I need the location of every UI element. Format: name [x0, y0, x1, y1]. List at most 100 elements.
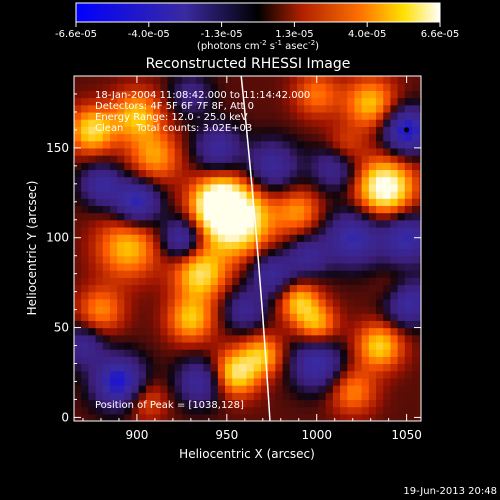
heatmap-cell: [390, 234, 399, 242]
heatmap-cell: [304, 356, 312, 365]
heatmap-cell: [304, 119, 312, 127]
heatmap-cell: [88, 198, 97, 206]
heatmap-cell: [160, 370, 169, 379]
heatmap-cell: [160, 90, 169, 99]
heatmap-cell: [181, 262, 190, 271]
heatmap-cell: [368, 205, 377, 214]
heatmap-cell: [167, 385, 176, 393]
heatmap-cell: [376, 334, 384, 343]
heatmap-cell: [167, 205, 176, 214]
heatmap-cell: [311, 370, 320, 379]
heatmap-cell: [383, 155, 392, 163]
heatmap-cell: [153, 385, 161, 393]
heatmap-cell: [239, 399, 248, 408]
heatmap-cell: [253, 162, 262, 171]
heatmap-cell: [181, 270, 190, 278]
heatmap-cell: [167, 169, 176, 178]
heatmap-cell: [282, 169, 291, 178]
heatmap-cell: [232, 90, 241, 99]
heatmap-cell: [260, 291, 269, 300]
heatmap-cell: [296, 291, 305, 300]
heatmap-cell: [289, 198, 298, 206]
heatmap-cell: [217, 176, 226, 185]
heatmap-cell: [383, 248, 392, 257]
heatmap-cell: [124, 255, 133, 264]
heatmap-cell: [145, 126, 154, 135]
heatmap-cell: [181, 399, 190, 408]
heatmap-cell: [361, 377, 370, 386]
heatmap-cell: [232, 133, 241, 142]
heatmap-cell: [95, 111, 104, 120]
heatmap-cell: [318, 327, 327, 336]
heatmap-cell: [340, 219, 348, 228]
heatmap-cell: [412, 83, 420, 91]
heatmap-cell: [390, 399, 399, 408]
heatmap-cell: [354, 385, 363, 393]
heatmap-cell: [203, 363, 212, 372]
heatmap-cell: [117, 119, 125, 127]
heatmap-cell: [217, 147, 226, 156]
heatmap-cell: [340, 140, 348, 149]
heatmap-cell: [354, 262, 363, 271]
heatmap-cell: [325, 284, 334, 293]
heatmap-cell: [196, 399, 205, 408]
heatmap-cell: [404, 198, 413, 206]
heatmap-cell: [160, 377, 169, 386]
heatmap-cell: [203, 155, 212, 163]
heatmap-cell: [347, 306, 356, 314]
heatmap-cell: [282, 385, 291, 393]
heatmap-cell: [131, 363, 140, 372]
heatmap-cell: [340, 119, 348, 127]
heatmap-cell: [181, 104, 190, 113]
heatmap-cell: [131, 205, 140, 214]
y-tick-label: 150: [46, 141, 69, 155]
heatmap-cell: [174, 176, 183, 185]
heatmap-cell: [174, 349, 183, 357]
heatmap-cell: [174, 119, 183, 127]
heatmap-cell: [189, 370, 197, 379]
heatmap-cell: [347, 97, 356, 106]
heatmap-cell: [124, 234, 133, 242]
heatmap-cell: [88, 212, 97, 221]
heatmap-cell: [109, 270, 118, 278]
heatmap-cell: [203, 327, 212, 336]
heatmap-cell: [397, 198, 406, 206]
heatmap-cell: [419, 399, 421, 408]
heatmap-cell: [383, 306, 392, 314]
heatmap-cell: [318, 111, 327, 120]
heatmap-cell: [131, 219, 140, 228]
heatmap-cell: [102, 219, 111, 228]
heatmap-cell: [232, 97, 241, 106]
heatmap-cell: [102, 191, 111, 199]
heatmap-cell: [419, 119, 421, 127]
heatmap-cell: [102, 313, 111, 321]
heatmap-cell: [81, 327, 89, 336]
plot-frame: [73, 75, 422, 422]
heatmap-cell: [181, 97, 190, 106]
heatmap-cell: [145, 306, 154, 314]
heatmap-cell: [354, 126, 363, 135]
heatmap-cell: [225, 226, 233, 235]
heatmap-cell: [368, 104, 377, 113]
heatmap-cell: [361, 147, 370, 156]
heatmap-cell: [332, 392, 341, 401]
heatmap-cell: [289, 97, 298, 106]
heatmap-cell: [174, 377, 183, 386]
heatmap-cell: [347, 284, 356, 293]
heatmap-cell: [189, 191, 197, 199]
heatmap-cell: [296, 255, 305, 264]
heatmap-cell: [318, 76, 327, 84]
heatmap-cell: [203, 111, 212, 120]
heatmap-cell: [376, 313, 384, 321]
heatmap-cell: [153, 313, 161, 321]
heatmap-cell: [153, 406, 161, 415]
heatmap-cell: [325, 356, 334, 365]
heatmap-cell: [81, 133, 89, 142]
heatmap-cell: [368, 212, 377, 221]
heatmap-cell: [340, 341, 348, 350]
heatmap-cell: [361, 392, 370, 401]
heatmap-cell: [138, 162, 147, 171]
heatmap-cell: [232, 104, 241, 113]
heatmap-cell: [109, 155, 118, 163]
heatmap-cell: [296, 363, 305, 372]
